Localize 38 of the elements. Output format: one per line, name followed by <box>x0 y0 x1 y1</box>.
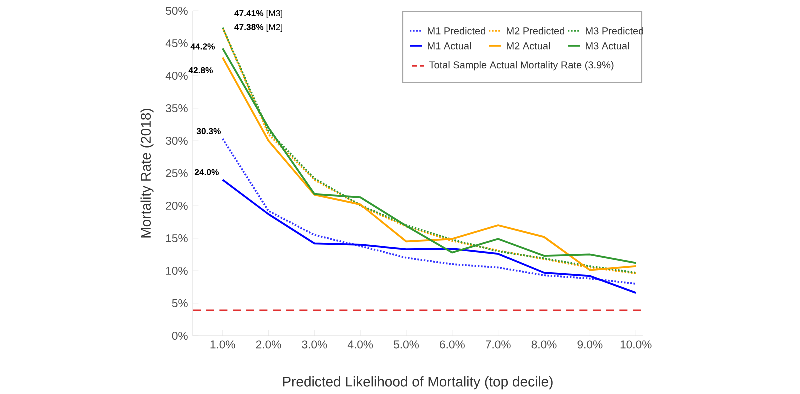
x-tick-label: 7.0% <box>486 340 511 349</box>
y-tick-label: 45% <box>166 39 188 48</box>
x-tick-label: 10.0% <box>620 340 652 349</box>
legend-label: M2 Actual <box>507 42 550 50</box>
y-axis-title: Mortality Rate (2018) <box>140 109 154 238</box>
data-label: 42.8% <box>188 67 214 74</box>
x-tick-label: 6.0% <box>440 340 465 349</box>
data-label: 30.3% <box>196 128 222 134</box>
x-tick-label: 4.0% <box>348 340 374 349</box>
y-tick-label: 10% <box>166 266 188 275</box>
legend-label: M1 Actual <box>428 42 472 50</box>
data-label: 47.41% [M3] <box>234 10 282 18</box>
x-tick-label: 9.0% <box>578 340 603 349</box>
data-label: 44.2% <box>190 44 216 50</box>
x-tick-label: 1.0% <box>210 340 236 349</box>
line-series <box>222 138 638 285</box>
legend-label: M3 Predicted <box>586 27 644 35</box>
x-tick-label: 5.0% <box>394 340 420 349</box>
y-tick-label: 0% <box>172 332 188 340</box>
y-tick-label: 35% <box>166 104 188 112</box>
data-label: 47.38% [M2] <box>234 24 282 32</box>
x-tick-label: 2.0% <box>256 340 282 349</box>
y-tick-label: 20% <box>166 202 188 210</box>
x-axis-title: Predicted Likelihood of Mortality (top decile) <box>283 376 553 390</box>
legend-label: M2 Predicted <box>507 27 565 35</box>
line-series <box>222 179 638 294</box>
data-label: 24.0% <box>194 169 220 176</box>
y-tick-label: 15% <box>166 234 188 242</box>
y-tick-label: 50% <box>166 6 188 15</box>
x-tick-label: 8.0% <box>532 340 557 349</box>
legend-label: Total Sample Actual Mortality Rate (3.9%) <box>430 61 614 71</box>
legend-label: M3 Actual <box>586 42 630 50</box>
legend-label: M1 Predicted <box>428 27 486 35</box>
y-tick-label: 25% <box>166 169 188 178</box>
y-tick-label: 30% <box>166 136 188 145</box>
y-tick-label: 5% <box>172 299 188 308</box>
x-tick-label: 3.0% <box>302 340 328 349</box>
y-tick-label: 40% <box>166 72 188 80</box>
